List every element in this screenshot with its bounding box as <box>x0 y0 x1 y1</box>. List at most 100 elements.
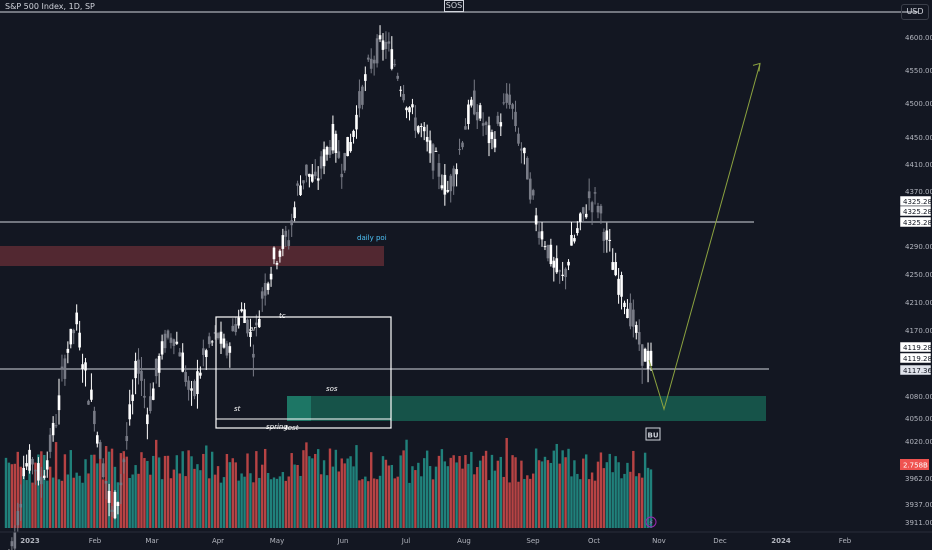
candle-body <box>131 394 134 401</box>
candle-body <box>228 346 232 353</box>
volume-bar <box>602 468 606 528</box>
candle-body <box>337 151 341 158</box>
candle-body <box>31 458 34 465</box>
volume-bar <box>549 462 553 528</box>
candle-body <box>517 133 520 144</box>
volume-bar <box>87 473 90 528</box>
volume-bar <box>343 463 346 528</box>
candle-body <box>637 332 641 345</box>
candle-body <box>225 343 229 356</box>
volume-bar <box>428 466 432 528</box>
candle-body <box>37 463 40 481</box>
volume-bar <box>364 476 367 528</box>
volume-bar <box>63 454 67 528</box>
volume-bar <box>443 461 447 528</box>
candle-body <box>543 246 547 248</box>
volume-bar <box>437 455 441 528</box>
volume-bar <box>316 449 320 528</box>
candle-body <box>325 146 329 155</box>
currency-button[interactable]: USD <box>901 4 929 20</box>
candle-body <box>493 138 497 148</box>
volume-bar <box>349 456 352 528</box>
volume-bar <box>328 448 332 528</box>
volume-bar <box>272 477 276 528</box>
candle-body <box>66 348 70 353</box>
volume-bar <box>13 463 17 528</box>
volume-bar <box>84 459 87 528</box>
candle-body <box>305 164 308 176</box>
volume-bar <box>585 454 588 528</box>
candle-body <box>72 329 76 334</box>
volume-bar <box>464 455 467 528</box>
y-tick-label: 4210.00 <box>905 299 932 307</box>
candle-body <box>399 89 402 91</box>
candle-body <box>40 476 43 485</box>
candle-body <box>284 230 288 237</box>
event-icon <box>645 516 657 528</box>
candle-body <box>449 175 453 192</box>
volume-bar <box>414 470 417 528</box>
candle-body <box>287 240 291 246</box>
axes-layer: 4600.00 4550.00 4500.00 4450.00 4410.00 4370.… <box>0 34 932 545</box>
volume-bar <box>331 466 335 528</box>
candle-body <box>75 312 78 325</box>
volume-bar <box>340 458 343 528</box>
candle-body <box>169 337 173 343</box>
volume-bar <box>252 482 255 528</box>
candle-body <box>28 449 31 471</box>
candle-body <box>531 190 535 196</box>
candle-body <box>643 348 647 362</box>
candle-body <box>243 309 246 323</box>
volume-bar <box>152 455 155 528</box>
candle-body <box>481 123 485 126</box>
volume-bar <box>137 473 140 528</box>
volume-bar <box>537 460 541 528</box>
candle-body <box>151 388 155 400</box>
candle-body <box>402 94 405 101</box>
candle-body <box>581 207 585 214</box>
volume-bar <box>134 465 137 528</box>
volume-bar <box>172 469 176 528</box>
volume-bar <box>402 450 405 528</box>
volume-bar <box>190 456 193 528</box>
volume-bar <box>523 478 526 528</box>
volume-bar <box>582 458 585 528</box>
candle-body <box>322 149 326 167</box>
candle-body <box>172 339 176 346</box>
volume-bar <box>16 451 19 528</box>
volume-bar <box>205 445 208 528</box>
volume-bar <box>452 455 455 528</box>
candle-body <box>154 358 158 377</box>
volume-bar <box>143 458 146 528</box>
candle-body <box>434 150 438 152</box>
volume-bar <box>48 466 52 528</box>
volume-bar <box>623 473 626 528</box>
volume-bar <box>520 460 523 528</box>
volume-bar <box>166 455 170 528</box>
candle-body <box>552 260 556 268</box>
volume-bar <box>529 478 532 528</box>
x-tick-label: Oct <box>588 537 600 545</box>
candle-body <box>119 482 123 486</box>
candle-body <box>113 491 117 519</box>
candle-body <box>623 302 626 308</box>
candle-body <box>599 205 603 214</box>
volume-bar <box>10 464 14 528</box>
candle-body <box>331 123 335 151</box>
volume-bar <box>125 456 128 528</box>
current-price-label: 4117.36 <box>903 367 932 375</box>
candle-body <box>275 262 279 265</box>
volume-bar <box>163 455 167 528</box>
candle-body <box>98 442 102 459</box>
volume-bar <box>290 453 293 528</box>
volume-bar <box>393 478 396 528</box>
candle-body <box>160 341 164 355</box>
volume-bar <box>632 450 635 528</box>
volume-bar <box>110 448 114 528</box>
volume-bar <box>51 477 55 528</box>
candle-body <box>81 364 84 370</box>
volume-bar <box>287 476 290 528</box>
volume-bar <box>240 473 243 528</box>
